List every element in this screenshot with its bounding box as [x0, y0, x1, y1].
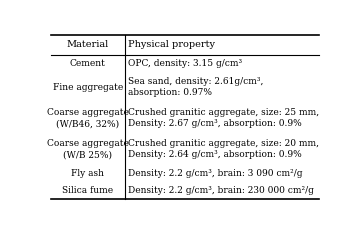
Text: Physical property: Physical property: [128, 40, 215, 49]
Text: Coarse aggregate
(W/B 25%): Coarse aggregate (W/B 25%): [47, 139, 129, 159]
Text: Density: 2.2 g/cm³, brain: 230 000 cm²/g: Density: 2.2 g/cm³, brain: 230 000 cm²/g: [128, 185, 314, 194]
Text: Fine aggregate: Fine aggregate: [53, 82, 123, 92]
Text: Silica fume: Silica fume: [62, 185, 113, 194]
Text: Crushed granitic aggregate, size: 25 mm,
Density: 2.67 g/cm³, absorption: 0.9%: Crushed granitic aggregate, size: 25 mm,…: [128, 108, 319, 128]
Text: Sea sand, density: 2.61g/cm³,
absorption: 0.97%: Sea sand, density: 2.61g/cm³, absorption…: [128, 77, 263, 97]
Text: Fly ash: Fly ash: [71, 169, 104, 177]
Text: Cement: Cement: [70, 59, 105, 68]
Text: Crushed granitic aggregate, size: 20 mm,
Density: 2.64 g/cm³, absorption: 0.9%: Crushed granitic aggregate, size: 20 mm,…: [128, 139, 319, 159]
Text: Coarse aggregate
(W/B46, 32%): Coarse aggregate (W/B46, 32%): [47, 108, 129, 128]
Text: OPC, density: 3.15 g/cm³: OPC, density: 3.15 g/cm³: [128, 59, 242, 68]
Text: Density: 2.2 g/cm³, brain: 3 090 cm²/g: Density: 2.2 g/cm³, brain: 3 090 cm²/g: [128, 169, 303, 177]
Text: Material: Material: [66, 40, 109, 49]
